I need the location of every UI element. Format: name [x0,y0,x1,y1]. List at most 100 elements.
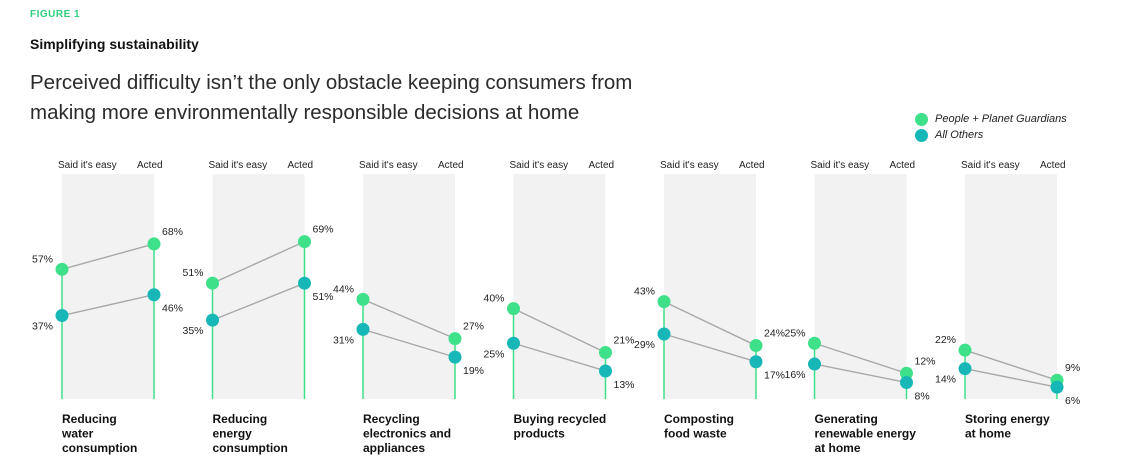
point-guardians-easy [206,276,219,290]
point-guardians-easy [958,343,972,357]
slope-line-others [212,282,305,321]
panel-band [513,174,606,399]
value-label-others-acted: 19% [463,365,484,377]
value-label-others-easy: 14% [935,374,956,386]
point-guardians-acted [749,339,763,353]
category-label: appliances [363,441,425,455]
point-others-acted [1050,380,1064,394]
slope-line-guardians [513,307,606,354]
value-label-guardians-acted: 12% [915,355,936,367]
panel-band [62,174,154,399]
category-label: electronics and [363,427,451,441]
col-label-acted: Acted [288,160,314,171]
category-label: at home [965,427,1011,441]
value-label-guardians-acted: 68% [162,226,183,238]
point-guardians-easy [808,336,821,350]
category-label: at home [815,441,861,455]
point-others-easy [657,327,671,341]
value-label-others-easy: 29% [634,339,655,351]
category-label: Reducing [213,412,268,426]
point-others-easy [958,362,972,376]
point-others-acted [900,376,913,390]
slope-line-guardians [61,243,155,271]
category-label: food waste [664,427,727,441]
figure-label: FIGURE 1 [30,9,81,20]
panel-band [814,174,907,399]
category-label: Composting [664,412,734,426]
col-label-easy: Said it's easy [510,160,569,171]
legend-item-others: All Others [915,127,1067,143]
col-label-acted: Acted [589,160,615,171]
point-guardians-acted [448,332,462,346]
slope-line-others [663,333,757,363]
value-label-others-acted: 17% [764,370,785,382]
category-label: Recycling [363,412,420,426]
col-label-acted: Acted [739,160,765,171]
category-label: Reducing [62,412,117,426]
value-label-guardians-easy: 51% [182,267,203,279]
legend-label-guardians: People + Planet Guardians [935,113,1067,125]
value-label-guardians-acted: 9% [1065,362,1080,374]
slope-line-guardians [964,349,1058,381]
value-label-others-easy: 31% [333,334,354,346]
value-label-others-acted: 51% [313,291,334,303]
col-label-acted: Acted [890,160,916,171]
category-label: energy [213,427,253,441]
value-label-guardians-acted: 69% [313,224,334,236]
value-label-guardians-easy: 57% [32,253,53,265]
value-label-guardians-acted: 27% [463,321,484,333]
panel-band [212,174,305,399]
value-label-others-acted: 8% [915,391,930,403]
col-label-easy: Said it's easy [660,160,719,171]
col-label-easy: Said it's easy [811,160,870,171]
slope-line-guardians [212,240,305,284]
chart-subtitle: Perceived difficulty isn’t the only obst… [30,71,633,124]
value-label-others-easy: 37% [32,321,53,333]
slope-line-guardians [362,298,456,340]
legend-dot-others [915,128,928,142]
point-guardians-easy [657,295,671,309]
point-others-acted [147,288,161,302]
value-label-others-easy: 25% [483,348,504,360]
category-label: water [61,427,94,441]
value-label-guardians-easy: 22% [935,334,956,346]
value-label-guardians-easy: 40% [483,293,504,305]
category-label: consumption [62,441,137,455]
col-label-acted: Acted [137,160,163,171]
point-others-easy [356,322,370,336]
point-guardians-acted [147,237,161,251]
col-label-easy: Said it's easy [209,160,268,171]
panel-band [965,174,1057,399]
slope-line-others [814,363,907,384]
point-others-easy [206,313,219,327]
category-label: Buying recycled [514,412,607,426]
legend-dot-guardians [915,112,928,126]
value-label-others-acted: 13% [614,379,635,391]
legend-item-guardians: People + Planet Guardians [915,111,1067,127]
point-guardians-easy [55,262,69,276]
col-label-easy: Said it's easy [58,160,117,171]
value-label-guardians-easy: 43% [634,286,655,298]
legend: People + Planet Guardians All Others [915,111,1067,143]
category-label: products [514,427,566,441]
point-guardians-acted [900,366,913,380]
category-label: consumption [213,441,288,455]
col-label-acted: Acted [438,160,464,171]
point-guardians-easy [356,292,370,306]
slope-line-others [964,367,1058,388]
chart-title: Simplifying sustainability [30,36,199,52]
value-label-guardians-easy: 44% [333,283,354,295]
slope-line-guardians [663,301,757,347]
col-label-acted: Acted [1040,160,1066,171]
slope-line-guardians [814,342,907,374]
value-label-others-acted: 46% [162,303,183,315]
point-others-acted [749,355,763,369]
value-label-guardians-acted: 24% [764,328,785,340]
point-guardians-acted [298,235,311,249]
panel-band [363,174,455,399]
slope-line-others [513,342,606,372]
point-others-easy [507,336,520,350]
value-label-guardians-acted: 21% [614,334,635,346]
category-label: Generating [815,412,878,426]
